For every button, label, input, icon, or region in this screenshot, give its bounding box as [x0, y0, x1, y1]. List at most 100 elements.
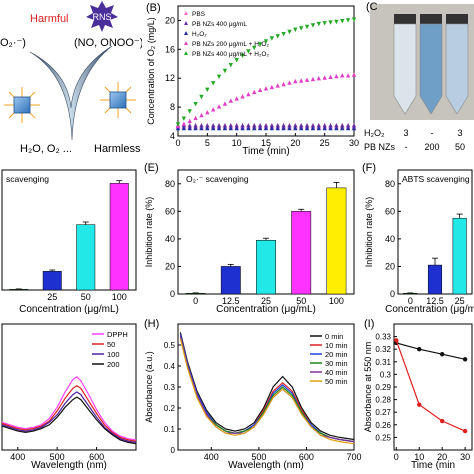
data-point-series-2 — [275, 122, 280, 128]
data-point-series-3 — [257, 125, 263, 131]
x-axis-label: Concentration (μg/mL) — [19, 304, 119, 315]
y-tick-label: 20 — [385, 261, 395, 271]
vial-cap-3 — [446, 14, 468, 24]
x-tick-label: 15 — [261, 138, 271, 148]
y-axis-label: Inhibition rate (%) — [144, 197, 154, 268]
rns-star-icon — [86, 1, 118, 32]
y-tick-label: 0.4 — [164, 362, 176, 371]
data-point-series-5 — [299, 26, 304, 31]
y-tick-label: 12 — [165, 73, 175, 83]
data-point-series-4 — [310, 76, 316, 82]
h2o2-row-label: H₂O₂ — [364, 128, 385, 138]
y-axis-label: Inhibition rate (%) — [364, 197, 374, 268]
data-point-series-4 — [263, 86, 269, 91]
y-tick-label: 60 — [165, 206, 175, 216]
bar-1 — [9, 289, 29, 291]
y-tick-label: 4 — [170, 131, 175, 141]
legend-label-1: 0 min — [325, 332, 343, 341]
data-point-series-4 — [228, 98, 233, 103]
data-point-series-2 — [345, 122, 351, 128]
x-tick-label: 25 — [261, 296, 271, 306]
bar-2 — [220, 266, 241, 295]
plot-frame — [1, 169, 137, 291]
x-axis-label: Time (min) — [242, 146, 289, 157]
legend-label-4: PB NZs 200 μg/mL + H₂O₂ — [192, 41, 269, 48]
chart-title: O₂·⁻ scavenging — [186, 174, 249, 184]
plot-frame — [1, 323, 137, 451]
data-point-series-5 — [234, 57, 239, 63]
y-tick-label: 0.3 — [380, 370, 392, 379]
data-point-series-5 — [340, 18, 345, 24]
data-point-series-2 — [216, 122, 222, 128]
data-point-series-3 — [269, 125, 275, 131]
x-tick-label: 100 — [329, 296, 344, 306]
y-tick-label: 0.2 — [164, 404, 176, 413]
y-tick-label: 0.26 — [375, 421, 391, 430]
data-point-series-4 — [216, 104, 222, 109]
bar-4 — [291, 211, 312, 295]
data-point-series-2 — [240, 122, 245, 128]
data-point-series-2 — [234, 122, 239, 128]
bar-2 — [427, 264, 443, 295]
data-point-series-3 — [240, 125, 245, 131]
x-axis-label: Concentration (μg/mL) — [385, 304, 474, 315]
y-tick-label: 0.1 — [164, 425, 176, 434]
panel-a-illustration: RNS Harmful O₂·⁻) (NO, ONOO⁻) H₂O, O₂ ..… — [0, 1, 143, 155]
y-tick-label: 40 — [165, 234, 175, 244]
chart-d-scavenging: Concentration (μg/mL) 25 50 100 scavenging — [1, 169, 137, 315]
chart-f-abts-scavenging: (F) Concentration (μg/mL) Inhibition rate … — [362, 162, 474, 315]
data-point-series-3 — [275, 125, 280, 131]
data-point-series-4 — [345, 73, 351, 78]
x-tick-label: 10 — [414, 452, 424, 462]
harmful-label: Harmful — [30, 13, 69, 25]
data-point-series-2 — [462, 428, 468, 434]
series-line-1 — [179, 332, 355, 441]
vial-cap-1 — [394, 14, 416, 24]
legend-marker-5 — [184, 51, 188, 55]
data-point-series-4 — [222, 101, 228, 106]
legend-label-5: 40 min — [325, 368, 348, 377]
chart-i-absorbance-550: (I) Time (min Absorbance at 550 nm 0 10 20 30 0… — [363, 318, 473, 471]
series-line-3 — [1, 391, 137, 443]
data-point-series-5 — [228, 63, 233, 68]
legend-marker-3 — [184, 31, 188, 35]
data-point-series-5 — [240, 53, 245, 59]
data-point-series-2 — [439, 418, 445, 424]
data-point-series-4 — [351, 72, 357, 77]
data-point-series-5 — [281, 31, 286, 37]
data-point-series-3 — [322, 125, 327, 131]
vial-3 — [445, 23, 469, 115]
legend-label-1: DPPH — [107, 330, 128, 339]
data-point-series-3 — [328, 125, 333, 131]
panel-label: (H) — [144, 318, 159, 330]
data-point-series-2 — [334, 122, 339, 128]
data-point-series-5 — [287, 29, 292, 35]
nanozyme-right-icon — [100, 82, 136, 118]
x-tick-label: 5 — [205, 138, 210, 148]
plot-frame — [393, 323, 473, 451]
data-point-series-3 — [293, 125, 298, 131]
data-point-series-5 — [269, 36, 275, 41]
data-point-series-3 — [211, 125, 216, 131]
data-point-series-5 — [345, 18, 351, 23]
pbnz-row-label: PB NZs — [364, 142, 396, 152]
x-tick-label: 12.5 — [222, 296, 240, 306]
x-axis-label: Time (min — [411, 460, 455, 471]
data-point-series-2 — [394, 338, 399, 343]
y-tick-label: 0 — [171, 446, 176, 455]
data-point-series-2 — [263, 122, 269, 128]
data-point-series-3 — [222, 125, 228, 131]
data-point-series-3 — [334, 125, 339, 131]
panel-c-photo: (C H₂O₂ 3 - 3 PB NZs - 200 50 — [364, 1, 474, 152]
data-point-series-3 — [345, 125, 351, 131]
x-tick-label: 600 — [89, 452, 104, 462]
bar-3 — [256, 240, 276, 295]
y-tick-label: 0.5 — [164, 341, 176, 350]
panel-c-label: (C — [366, 1, 378, 13]
bar-3 — [452, 217, 467, 295]
panel-label: (B) — [146, 2, 161, 14]
data-point-series-2 — [205, 122, 210, 128]
data-point-series-1 — [417, 347, 422, 352]
data-point-series-5 — [351, 17, 357, 22]
